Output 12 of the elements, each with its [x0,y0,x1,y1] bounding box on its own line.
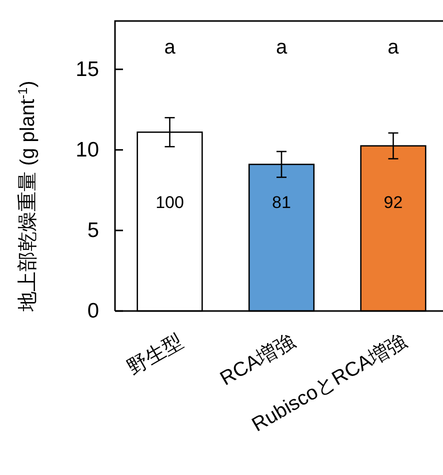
annotation: a [388,36,400,58]
x-tick-label: RCA増強 [216,329,299,390]
annotation: 100 [156,193,184,212]
annotation: 81 [272,193,291,212]
y-tick-label: 15 [76,58,99,82]
annotation: a [164,36,176,58]
y-tick-label: 0 [87,300,99,323]
y-tick-label: 10 [76,138,99,162]
y-tick-label: 5 [87,219,99,242]
x-tick-label: 野生型 [124,330,188,380]
annotation: 92 [384,193,403,212]
annotation: a [276,36,288,58]
